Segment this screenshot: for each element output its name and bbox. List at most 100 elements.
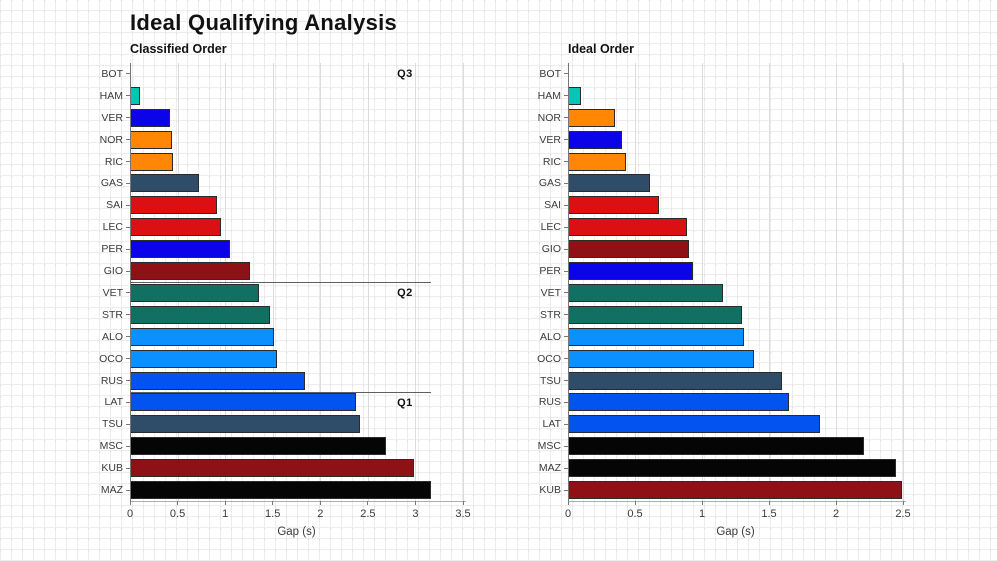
bar-per	[568, 262, 693, 281]
y-tick-label-alo: ALO	[539, 330, 561, 343]
bar-rus	[568, 393, 790, 412]
y-tick	[126, 467, 130, 469]
x-tick-label: 2.5	[360, 508, 376, 520]
x-tick-label: 1	[222, 508, 229, 520]
x-gridline	[463, 63, 464, 501]
y-tick	[126, 423, 130, 425]
chart-subtitle-classified: Classified Order	[130, 42, 227, 56]
x-tick	[129, 501, 131, 505]
x-gridline	[702, 63, 703, 501]
y-tick	[564, 117, 568, 119]
y-tick	[126, 204, 130, 206]
y-tick-label-str: STR	[102, 308, 123, 321]
bar-alo	[130, 327, 274, 346]
x-tick-label: 3	[412, 508, 419, 520]
x-gridline	[836, 63, 837, 501]
bar-kub	[568, 481, 902, 500]
bar-ric	[130, 152, 173, 171]
session-label-q2: Q2	[397, 287, 413, 299]
x-gridline	[903, 63, 904, 501]
x-tick-label: 0	[126, 508, 134, 520]
bar-lec	[568, 218, 688, 237]
bar-sai	[130, 196, 217, 215]
x-axis-label: Gap (s)	[277, 526, 316, 538]
y-tick-label-ver: VER	[539, 133, 561, 146]
x-tick-label: 2	[832, 508, 840, 520]
y-tick-label-lat: LAT	[542, 418, 561, 431]
y-tick-label-lec: LEC	[540, 221, 561, 234]
y-tick	[564, 380, 568, 382]
bar-per	[130, 240, 230, 259]
x-tick	[319, 501, 321, 505]
y-tick	[564, 358, 568, 360]
y-tick-label-maz: MAZ	[100, 484, 123, 497]
bar-ham	[568, 86, 582, 105]
bar-alo	[568, 327, 744, 346]
y-tick	[564, 445, 568, 447]
bar-str	[568, 305, 743, 324]
bar-ver	[130, 108, 170, 127]
y-tick-label-oco: OCO	[99, 352, 123, 365]
y-tick-label-sai: SAI	[106, 199, 123, 212]
bar-oco	[130, 349, 278, 368]
y-tick-label-lat: LAT	[104, 396, 123, 409]
bar-str	[130, 305, 270, 324]
y-tick	[126, 445, 130, 447]
y-tick	[126, 95, 130, 97]
bar-sai	[568, 196, 660, 215]
x-tick-label: 0	[564, 508, 572, 520]
bar-nor	[568, 108, 615, 127]
y-tick	[126, 161, 130, 163]
x-tick-label: 0.5	[627, 508, 643, 520]
x-tick-label: 3.5	[455, 508, 471, 520]
x-tick-label: 2	[317, 508, 324, 520]
y-tick	[564, 226, 568, 228]
session-label-q3: Q3	[397, 68, 413, 80]
bar-ham	[130, 86, 140, 105]
y-tick-label-sai: SAI	[544, 199, 561, 212]
bar-lec	[130, 218, 222, 237]
y-tick-label-oco: OCO	[537, 352, 561, 365]
y-tick-label-bot: BOT	[101, 67, 123, 80]
y-tick-label-ric: RIC	[542, 155, 561, 168]
y-tick	[126, 182, 130, 184]
x-tick	[177, 501, 179, 505]
y-tick	[126, 73, 130, 75]
y-tick	[126, 270, 130, 272]
y-tick	[564, 161, 568, 163]
y-tick-label-gio: GIO	[103, 265, 123, 278]
y-tick-label-tsu: TSU	[102, 418, 123, 431]
bar-tsu	[130, 415, 361, 434]
bar-nor	[130, 130, 172, 149]
y-tick-label-tsu: TSU	[540, 374, 561, 387]
y-tick	[564, 467, 568, 469]
y-tick	[126, 117, 130, 119]
y-tick-label-gio: GIO	[541, 243, 561, 256]
y-tick	[564, 292, 568, 294]
bar-ver	[568, 130, 622, 149]
bar-gas	[130, 174, 199, 193]
bar-vet	[130, 283, 260, 302]
bar-msc	[130, 437, 386, 456]
y-tick	[564, 248, 568, 250]
y-tick-label-rus: RUS	[100, 374, 123, 387]
x-tick	[701, 501, 703, 505]
x-tick-label: 1.5	[761, 508, 777, 520]
y-tick	[564, 270, 568, 272]
bar-kub	[130, 459, 414, 478]
y-tick-label-lec: LEC	[102, 221, 123, 234]
y-tick	[564, 401, 568, 403]
y-axis-spine	[568, 63, 569, 501]
bar-gas	[568, 174, 650, 193]
y-tick	[126, 401, 130, 403]
y-tick-label-vet: VET	[102, 286, 123, 299]
bar-lat	[568, 415, 820, 434]
figure-title: Ideal Qualifying Analysis	[130, 10, 398, 35]
y-tick-label-kub: KUB	[539, 484, 561, 497]
x-axis-spine	[130, 501, 466, 502]
y-tick	[126, 226, 130, 228]
y-tick	[564, 336, 568, 338]
session-separator-line-q1	[130, 391, 431, 393]
y-tick-label-ric: RIC	[104, 155, 123, 168]
session-label-q1: Q1	[397, 396, 413, 409]
